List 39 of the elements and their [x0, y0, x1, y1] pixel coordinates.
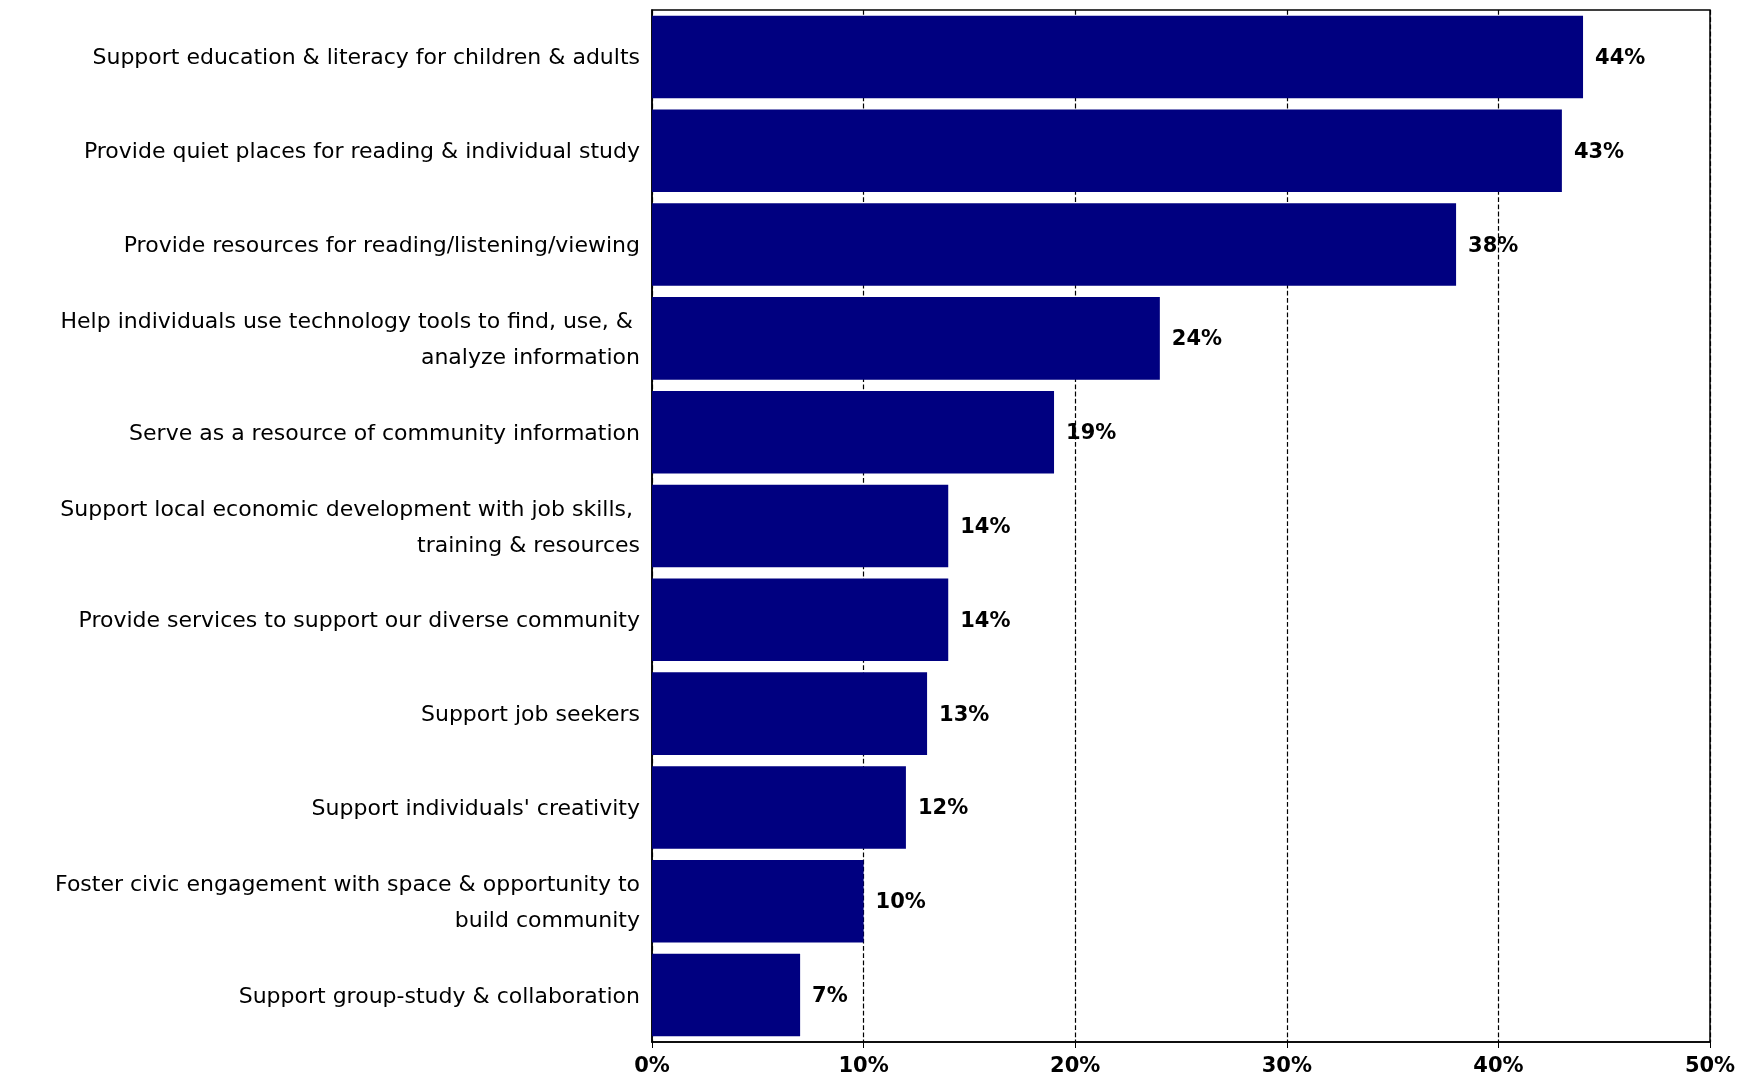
- y-tick-label: Provide services to support our diverse community: [78, 607, 640, 633]
- bar: [652, 390, 1055, 474]
- x-tick-label: 0%: [634, 1052, 670, 1077]
- y-tick-label: Support individuals' creativity: [311, 794, 640, 820]
- data-label: 10%: [875, 889, 926, 914]
- bar: [652, 672, 928, 755]
- bar: [652, 203, 1457, 286]
- bar: [652, 859, 864, 943]
- y-tick-label: Serve as a resource of community information: [129, 419, 640, 445]
- y-tick-label: Provide resources for reading/listening/viewing: [123, 232, 640, 258]
- x-tick-label: 30%: [1261, 1052, 1312, 1077]
- bar: [652, 109, 1562, 193]
- y-tick-label: Help individuals use technology tools to find, use, & analyze information: [60, 307, 640, 369]
- data-label: 14%: [960, 514, 1011, 538]
- x-tick-label: 20%: [1050, 1052, 1101, 1077]
- bar: [652, 578, 949, 662]
- data-label: 12%: [917, 795, 969, 820]
- y-tick-label: Support group-study & collaboration: [238, 982, 640, 1008]
- x-tick-label: 50%: [1684, 1052, 1736, 1077]
- bar: [652, 484, 949, 568]
- y-tick-label: Support education & literacy for children & adults: [92, 44, 640, 70]
- data-label: 44%: [1595, 44, 1646, 69]
- data-label: 13%: [939, 701, 990, 726]
- data-label: 19%: [1066, 420, 1117, 445]
- bar: [652, 15, 1584, 99]
- data-label: 43%: [1573, 138, 1625, 163]
- data-label: 14%: [960, 607, 1011, 632]
- bar: [652, 297, 1160, 380]
- y-tick-label: Provide quiet places for reading & individual study: [83, 138, 640, 164]
- x-tick-label: 40%: [1473, 1052, 1524, 1077]
- y-tick-label: Support job seekers: [420, 701, 640, 727]
- bar: [652, 766, 906, 849]
- y-tick-label: Support local economic development with job skills, training & resources: [60, 495, 640, 557]
- bar: [652, 953, 801, 1037]
- data-label: 24%: [1171, 326, 1223, 351]
- x-tick-label: 10%: [838, 1052, 889, 1077]
- y-tick-label: Foster civic engagement with space & opportunity to build community: [55, 870, 640, 932]
- data-label: 38%: [1468, 232, 1519, 257]
- data-label: 7%: [812, 983, 848, 1008]
